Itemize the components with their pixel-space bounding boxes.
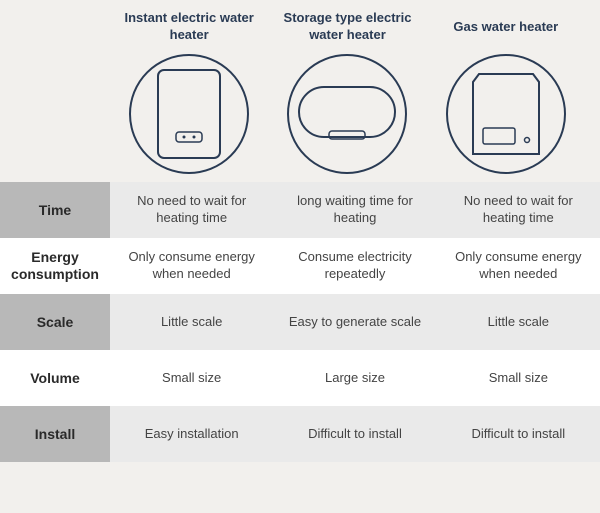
cell-energy-b: Consume electricity repeatedly (273, 238, 436, 294)
heater-col-instant: Instant electric water heater (110, 10, 268, 174)
cell-energy-a: Only consume energy when needed (110, 238, 273, 294)
infographic-container: Instant electric water heater Storage ty… (0, 0, 600, 513)
storage-heater-icon (287, 54, 407, 174)
cell-time-b: long waiting time for heating (273, 182, 436, 238)
cell-install-a: Easy installation (110, 406, 273, 462)
label-install: Install (0, 406, 110, 462)
heater-col-storage: Storage type electric water heater (268, 10, 426, 174)
cell-volume-a: Small size (110, 350, 273, 406)
heater-title-instant: Instant electric water heater (110, 10, 268, 44)
cell-volume-c: Small size (437, 350, 600, 406)
heater-title-gas: Gas water heater (453, 10, 558, 44)
gas-heater-icon (446, 54, 566, 174)
comparison-table: Time No need to wait for heating time lo… (0, 182, 600, 462)
row-install: Install Easy installation Difficult to i… (0, 406, 600, 462)
cell-energy-c: Only consume energy when needed (437, 238, 600, 294)
row-scale: Scale Little scale Easy to generate scal… (0, 294, 600, 350)
label-volume: Volume (0, 350, 110, 406)
label-energy: Energy consumption (0, 238, 110, 294)
header-row: Instant electric water heater Storage ty… (0, 10, 600, 174)
heater-col-gas: Gas water heater (427, 10, 585, 174)
instant-heater-icon (129, 54, 249, 174)
cell-volume-b: Large size (273, 350, 436, 406)
row-time: Time No need to wait for heating time lo… (0, 182, 600, 238)
cell-scale-b: Easy to generate scale (273, 294, 436, 350)
cell-scale-c: Little scale (437, 294, 600, 350)
label-scale: Scale (0, 294, 110, 350)
cell-time-a: No need to wait for heating time (110, 182, 273, 238)
cell-install-b: Difficult to install (273, 406, 436, 462)
heater-title-storage: Storage type electric water heater (268, 10, 426, 44)
cell-time-c: No need to wait for heating time (437, 182, 600, 238)
row-energy: Energy consumption Only consume energy w… (0, 238, 600, 294)
cell-scale-a: Little scale (110, 294, 273, 350)
row-volume: Volume Small size Large size Small size (0, 350, 600, 406)
label-time: Time (0, 182, 110, 238)
cell-install-c: Difficult to install (437, 406, 600, 462)
